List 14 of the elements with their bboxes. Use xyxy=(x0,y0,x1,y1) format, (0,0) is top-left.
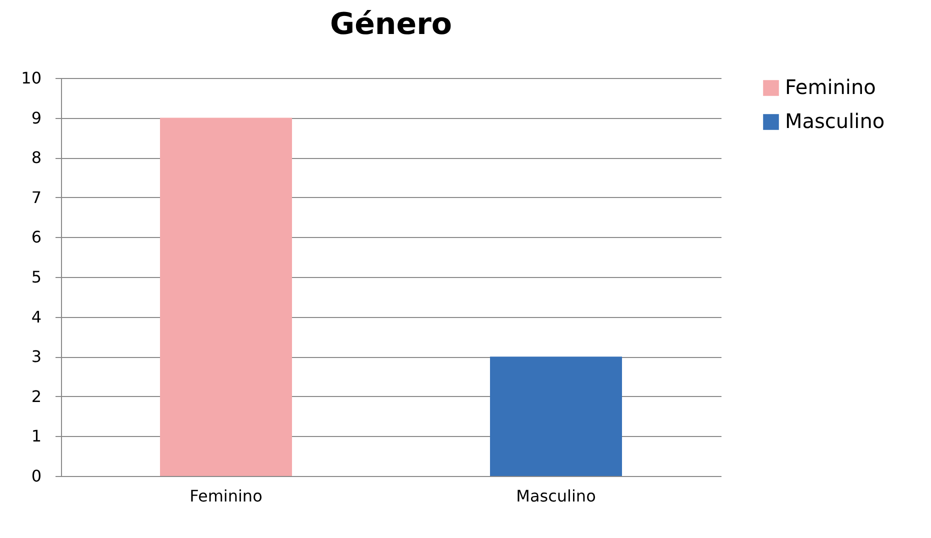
y-tick-label: 3 xyxy=(31,347,42,366)
legend-label: Feminino xyxy=(785,75,876,99)
y-tick-label: 9 xyxy=(31,108,42,128)
y-tick-label: 4 xyxy=(31,307,42,326)
legend-label: Masculino xyxy=(785,109,885,133)
y-tick-label: 0 xyxy=(31,466,42,486)
y-tick-label: 10 xyxy=(21,68,42,88)
y-tick-label: 8 xyxy=(31,148,42,168)
y-tick-label: 6 xyxy=(31,228,42,247)
y-tick-label: 7 xyxy=(31,188,42,207)
y-tick-label: 1 xyxy=(31,426,42,446)
y-tick-label: 2 xyxy=(31,386,42,406)
chart-title: Género xyxy=(330,7,452,42)
y-tick-label: 5 xyxy=(31,268,42,286)
